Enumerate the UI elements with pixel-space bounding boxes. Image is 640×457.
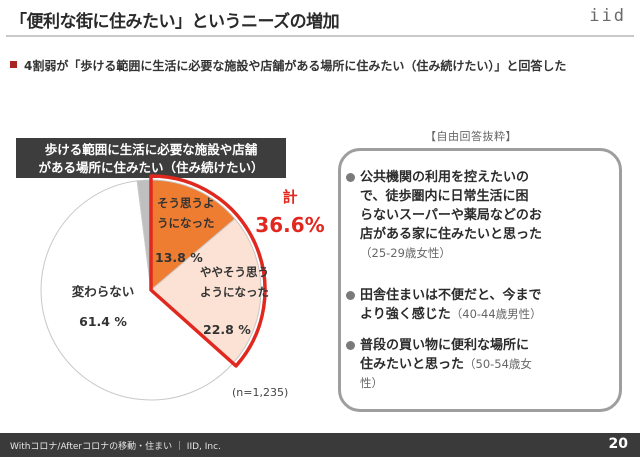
comment-3: 普段の買い物に便利な場所に 住みたいと思った（50-54歳女 性） bbox=[346, 336, 532, 393]
summary-text: 4割弱が「歩ける範囲に生活に必要な施設や店舗がある場所に住みたい（住み続けたい）… bbox=[24, 59, 567, 73]
slice-1-value-label: 22.8 % bbox=[203, 322, 251, 337]
comment-1: 公共機関の利用を控えたいの で、徒歩圏内に日常生活に困 らないスーパーや薬局など… bbox=[346, 168, 571, 263]
slice-2-value-label: 61.4 % bbox=[79, 314, 127, 329]
comment-2-attr: （40-44歳男性） bbox=[450, 307, 542, 321]
footer-text: Withコロナ/Afterコロナの移動・住まい ｜ IID, Inc. bbox=[10, 442, 221, 452]
total-value: 36.6% bbox=[255, 213, 324, 237]
page-title: 「便利な街に住みたい」というニーズの増加 bbox=[10, 12, 340, 32]
comment-1-attr: （25-29歳女性） bbox=[360, 246, 451, 260]
pie-slice-0 bbox=[150, 179, 236, 292]
comment-1-line-4: 店がある家に住みたいと思った bbox=[360, 227, 543, 242]
slice-0-label-line-2: うになった bbox=[157, 216, 215, 230]
comment-3-line-2: 住みたいと思った（50-54歳女 bbox=[360, 355, 532, 374]
pie-slice-1 bbox=[150, 218, 262, 364]
comment-3-attr1: （50-54歳女 bbox=[464, 357, 532, 371]
page-number: 20 bbox=[608, 436, 628, 452]
bullet-dot-icon bbox=[346, 291, 355, 300]
footer-bar: Withコロナ/Afterコロナの移動・住まい ｜ IID, Inc. 20 bbox=[0, 433, 640, 457]
comment-2-line-2: より強く感じた（40-44歳男性） bbox=[360, 305, 542, 324]
comment-3-text2: 住みたいと思った bbox=[360, 357, 465, 372]
comment-2-text2: より強く感じた bbox=[360, 307, 451, 322]
question-box: 歩ける範囲に生活に必要な施設や店舗 がある場所に住みたい（住み続けたい） bbox=[16, 138, 286, 178]
pie-slice-3 bbox=[136, 179, 152, 291]
company-logo: iid bbox=[589, 6, 626, 26]
total-label: 計 bbox=[282, 188, 297, 206]
comment-3-attr2: 性） bbox=[360, 376, 383, 390]
comment-1-line-3: らないスーパーや薬局などのお bbox=[360, 208, 542, 223]
slice-0-value-label: 13.8 % bbox=[155, 250, 203, 265]
comment-2: 田舎住まいは不便だと、今まで より強く感じた（40-44歳男性） bbox=[346, 286, 542, 324]
total-highlight-outline bbox=[149, 174, 267, 368]
pie-slice-2 bbox=[40, 180, 234, 401]
slice-0-label-line-1: そう思うよ bbox=[157, 196, 215, 210]
title-divider bbox=[6, 35, 634, 37]
bullet-dot-icon bbox=[346, 173, 355, 182]
summary-bullet-icon bbox=[10, 61, 17, 68]
question-line-2: がある場所に住みたい（住み続けたい） bbox=[38, 160, 264, 175]
comment-1-line-2: で、徒歩圏内に日常生活に困 bbox=[360, 189, 529, 204]
bullet-dot-icon bbox=[346, 341, 355, 350]
question-line-1: 歩ける範囲に生活に必要な施設や店舗 bbox=[44, 142, 258, 157]
free-answers-heading: 【自由回答抜粋】 bbox=[425, 130, 517, 143]
sample-size-label: (n=1,235) bbox=[232, 386, 289, 399]
slice-2-label: 変わらない bbox=[72, 284, 135, 299]
comment-2-line-1: 田舎住まいは不便だと、今まで bbox=[360, 288, 542, 303]
title-bar: 「便利な街に住みたい」というニーズの増加 iid bbox=[0, 0, 640, 37]
comment-3-line-1: 普段の買い物に便利な場所に bbox=[360, 338, 530, 353]
free-answers-box bbox=[338, 148, 622, 412]
slice-1-label-line-1: ややそう思う bbox=[200, 265, 269, 279]
slice-1-label-line-2: ようになった bbox=[200, 285, 269, 299]
comment-1-line-1: 公共機関の利用を控えたいの bbox=[360, 170, 530, 185]
